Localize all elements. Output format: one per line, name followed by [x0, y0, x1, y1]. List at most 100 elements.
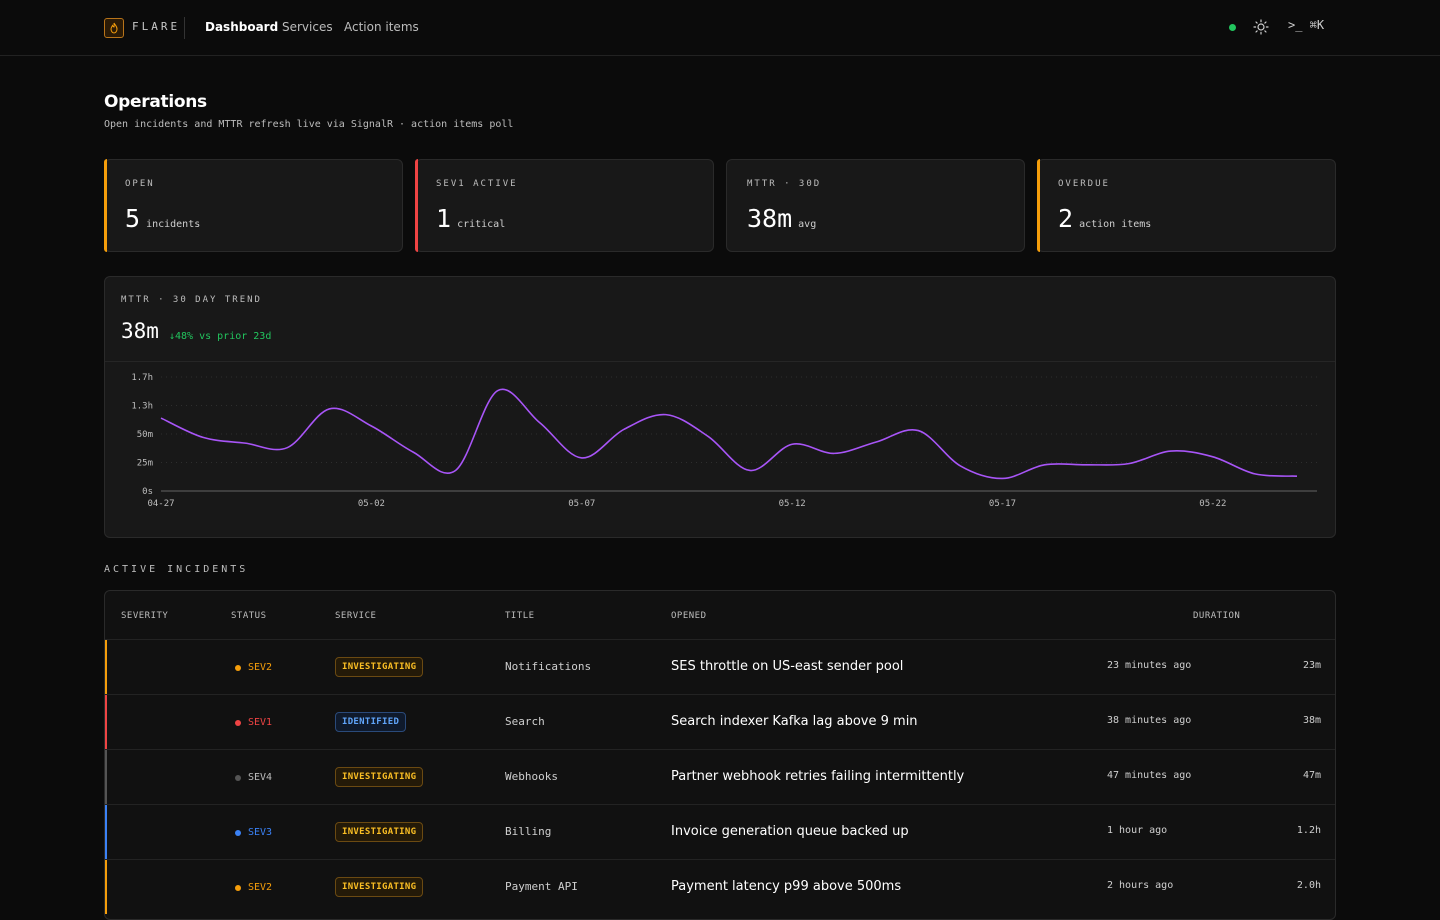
service-name[interactable]: Webhooks [505, 770, 558, 783]
stat-unit: critical [457, 219, 506, 230]
col-header-opened[interactable]: OPENED [671, 611, 707, 621]
severity-label: SEV2 [248, 882, 273, 893]
col-header-duration[interactable]: DURATION [1193, 611, 1241, 621]
status-badge: IDENTIFIED [335, 712, 407, 732]
x-tick-label: 05-17 [989, 499, 1016, 509]
card-accent [1037, 159, 1040, 252]
col-header-status[interactable]: STATUS [231, 611, 267, 621]
command-palette-button[interactable]: >_ ⌘K [1288, 18, 1325, 32]
brand-name: FLARE [132, 20, 181, 33]
y-tick-label: 0s [142, 487, 153, 497]
page-subtitle: Open incidents and MTTR refresh live via… [104, 119, 514, 130]
y-tick-label: 50m [137, 430, 153, 440]
brand-divider [184, 17, 185, 39]
x-tick-label: 04-27 [147, 499, 174, 509]
col-header-service[interactable]: SERVICE [335, 611, 377, 621]
stat-unit: incidents [146, 219, 201, 230]
active-incidents-heading: ACTIVE INCIDENTS [104, 564, 249, 575]
severity-dot [235, 719, 241, 726]
y-tick-label: 25m [137, 459, 153, 469]
stat-card-mttr: MTTR · 30D 38m avg [726, 159, 1025, 252]
stat-value: 38m [747, 204, 793, 233]
severity-label: SEV2 [248, 662, 273, 673]
trend-delta: ↓48% vs prior 23d [169, 331, 272, 342]
opened-time: 1 hour ago [1107, 825, 1168, 836]
incident-row[interactable]: SEV4 INVESTIGATING Webhooks Partner webhook… [105, 749, 1335, 804]
incident-title[interactable]: Partner webhook retries failing intermit… [671, 769, 965, 784]
severity-bar [105, 805, 107, 859]
flame-logo-icon[interactable] [104, 18, 124, 38]
incident-duration: 38m [1302, 715, 1321, 726]
card-accent [726, 159, 729, 252]
incident-duration: 1.2h [1296, 825, 1321, 836]
x-tick-label: 05-12 [779, 499, 806, 509]
col-header-title[interactable]: TITLE [505, 611, 535, 621]
top-bar: FLARE Dashboard Services Action items >_… [0, 0, 1440, 56]
card-accent [104, 159, 107, 252]
stat-label: MTTR · 30D [747, 179, 822, 189]
stat-value: 5 [125, 204, 141, 233]
severity-dot [235, 829, 241, 836]
theme-toggle-sun-icon[interactable] [1253, 19, 1269, 35]
nav-action-items[interactable]: Action items [344, 20, 419, 34]
status-badge: INVESTIGATING [335, 877, 424, 897]
severity-label: SEV4 [248, 772, 273, 783]
nav-services[interactable]: Services [282, 20, 333, 34]
incident-row[interactable]: SEV1 IDENTIFIED Search Search indexer Kafka… [105, 694, 1335, 749]
severity-label: SEV3 [248, 827, 273, 838]
stat-unit: action items [1079, 219, 1152, 230]
incident-row[interactable]: SEV3 INVESTIGATING Billing Invoice generati… [105, 804, 1335, 859]
severity-bar [105, 860, 107, 914]
service-name[interactable]: Notifications [505, 660, 592, 673]
severity-dot [235, 774, 241, 781]
card-accent [415, 159, 418, 252]
trend-label: MTTR · 30 DAY TREND [121, 295, 262, 305]
stat-card-sev1: SEV1 ACTIVE 1 critical [415, 159, 714, 252]
severity-label: SEV1 [248, 717, 273, 728]
stat-card-overdue: OVERDUE 2 action items [1037, 159, 1336, 252]
status-badge: INVESTIGATING [335, 657, 424, 677]
x-tick-label: 05-22 [1199, 499, 1226, 509]
trend-value: 38m [121, 319, 159, 343]
stat-unit: avg [798, 219, 817, 230]
severity-tag: SEV1 [235, 717, 272, 728]
page-title: Operations [104, 92, 207, 112]
trend-divider [105, 361, 1335, 362]
service-name[interactable]: Billing [505, 825, 552, 838]
opened-time: 38 minutes ago [1107, 715, 1192, 726]
severity-tag: SEV4 [235, 772, 272, 783]
incident-title[interactable]: SES throttle on US-east sender pool [671, 659, 904, 674]
stat-label: OVERDUE [1058, 179, 1110, 189]
severity-dot [235, 884, 241, 891]
severity-dot [235, 664, 241, 671]
opened-time: 23 minutes ago [1107, 660, 1192, 671]
incident-title[interactable]: Invoice generation queue backed up [671, 824, 909, 839]
incident-duration: 47m [1302, 770, 1321, 781]
status-badge: INVESTIGATING [335, 767, 424, 787]
y-tick-label: 1.3h [131, 402, 153, 412]
incident-duration: 23m [1302, 660, 1321, 671]
service-name[interactable]: Payment API [505, 880, 578, 893]
stat-label: OPEN [125, 179, 155, 189]
nav-dashboard[interactable]: Dashboard [205, 20, 279, 34]
incident-title[interactable]: Payment latency p99 above 500ms [671, 879, 902, 894]
status-badge: INVESTIGATING [335, 822, 424, 842]
opened-time: 2 hours ago [1107, 880, 1174, 891]
incidents-table: SEVERITY STATUS SERVICE TITLE OPENED DUR… [104, 590, 1336, 920]
incident-row[interactable]: SEV2 INVESTIGATING Payment API Payment late… [105, 859, 1335, 914]
connection-status-dot [1229, 24, 1236, 31]
opened-time: 47 minutes ago [1107, 770, 1192, 781]
severity-tag: SEV3 [235, 827, 272, 838]
service-name[interactable]: Search [505, 715, 545, 728]
severity-tag: SEV2 [235, 662, 272, 673]
col-header-severity[interactable]: SEVERITY [121, 611, 169, 621]
mttr-line-chart: 0s 25m 50m 1.3h 1.7h 04-27 05-02 05-07 05-12 05-1… [131, 373, 1317, 509]
incident-row[interactable]: SEV2 INVESTIGATING Notifications SES thrott… [105, 639, 1335, 694]
incident-title[interactable]: Search indexer Kafka lag above 9 min [671, 714, 918, 729]
stat-card-open: OPEN 5 incidents [104, 159, 403, 252]
mttr-series-line [160, 388, 1298, 480]
x-tick-label: 05-07 [568, 499, 595, 509]
incident-duration: 2.0h [1296, 880, 1321, 891]
severity-bar [105, 695, 107, 749]
stat-value: 1 [436, 204, 452, 233]
